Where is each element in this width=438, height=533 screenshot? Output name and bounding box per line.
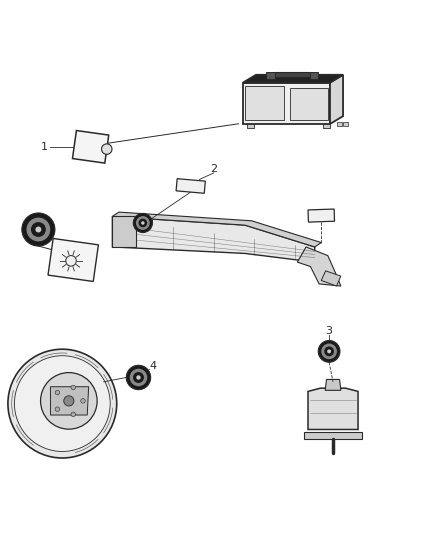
Polygon shape — [308, 209, 335, 222]
Polygon shape — [113, 216, 136, 247]
Polygon shape — [304, 432, 362, 439]
Circle shape — [71, 412, 75, 417]
Text: 1: 1 — [41, 142, 48, 152]
Circle shape — [141, 221, 145, 225]
Circle shape — [71, 385, 75, 390]
Polygon shape — [297, 247, 341, 286]
Polygon shape — [176, 179, 205, 193]
Circle shape — [133, 372, 144, 383]
Circle shape — [41, 373, 97, 429]
Circle shape — [81, 399, 85, 403]
Polygon shape — [245, 86, 284, 120]
Polygon shape — [72, 131, 109, 163]
Text: 2: 2 — [210, 164, 217, 174]
Circle shape — [26, 217, 50, 241]
Circle shape — [55, 390, 60, 395]
Polygon shape — [113, 212, 321, 247]
Circle shape — [14, 356, 110, 451]
Polygon shape — [266, 72, 275, 79]
Polygon shape — [321, 271, 341, 286]
Polygon shape — [290, 88, 328, 120]
Circle shape — [8, 349, 117, 458]
Circle shape — [64, 396, 74, 406]
Polygon shape — [243, 75, 343, 83]
Circle shape — [136, 375, 141, 379]
Circle shape — [324, 346, 334, 356]
Polygon shape — [243, 83, 330, 124]
Circle shape — [31, 222, 46, 237]
Text: 3: 3 — [325, 326, 332, 336]
Circle shape — [22, 213, 55, 246]
Circle shape — [66, 256, 76, 266]
Circle shape — [130, 369, 147, 386]
Polygon shape — [330, 75, 343, 124]
Polygon shape — [247, 124, 254, 128]
Circle shape — [136, 216, 150, 230]
Circle shape — [321, 344, 337, 359]
Polygon shape — [113, 216, 315, 262]
Polygon shape — [323, 124, 330, 128]
Polygon shape — [48, 238, 99, 281]
Circle shape — [133, 213, 152, 232]
Polygon shape — [308, 388, 358, 430]
Polygon shape — [50, 387, 88, 415]
Polygon shape — [310, 72, 318, 79]
Polygon shape — [102, 144, 112, 154]
Circle shape — [126, 365, 151, 390]
Circle shape — [35, 227, 41, 232]
Text: 4: 4 — [149, 361, 156, 371]
Circle shape — [138, 219, 147, 227]
Circle shape — [327, 350, 331, 353]
Polygon shape — [273, 72, 311, 77]
Polygon shape — [325, 379, 341, 390]
Circle shape — [318, 341, 340, 362]
Polygon shape — [336, 123, 342, 126]
Polygon shape — [343, 123, 348, 126]
Circle shape — [55, 407, 60, 411]
